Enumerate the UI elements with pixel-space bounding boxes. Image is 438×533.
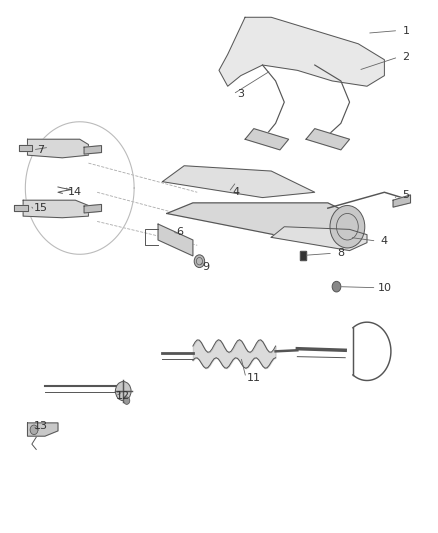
Polygon shape <box>84 146 102 154</box>
Text: 9: 9 <box>202 262 209 271</box>
Polygon shape <box>162 166 315 198</box>
Text: 2: 2 <box>403 52 410 62</box>
Circle shape <box>30 425 38 434</box>
Text: 1: 1 <box>403 26 410 36</box>
Polygon shape <box>219 17 385 86</box>
Text: 14: 14 <box>68 187 82 197</box>
Text: 7: 7 <box>37 145 44 155</box>
Text: 12: 12 <box>116 391 131 401</box>
Text: 11: 11 <box>247 373 261 383</box>
Circle shape <box>330 206 365 248</box>
Polygon shape <box>19 144 32 151</box>
Circle shape <box>194 255 205 268</box>
Circle shape <box>116 382 131 401</box>
Text: 10: 10 <box>378 282 392 293</box>
Polygon shape <box>84 205 102 213</box>
Circle shape <box>124 397 130 405</box>
Text: 5: 5 <box>403 190 410 200</box>
Polygon shape <box>167 203 350 245</box>
Text: 8: 8 <box>337 248 344 259</box>
Text: 4: 4 <box>233 187 240 197</box>
Polygon shape <box>28 423 58 436</box>
Polygon shape <box>393 195 410 207</box>
Polygon shape <box>300 251 306 260</box>
Polygon shape <box>271 227 367 251</box>
Circle shape <box>332 281 341 292</box>
Text: 3: 3 <box>237 89 244 99</box>
Polygon shape <box>306 128 350 150</box>
Text: 4: 4 <box>381 236 388 246</box>
Polygon shape <box>28 139 88 158</box>
Polygon shape <box>23 200 88 217</box>
Text: 6: 6 <box>177 227 184 237</box>
Text: 13: 13 <box>34 421 48 431</box>
Polygon shape <box>158 224 193 256</box>
Text: 15: 15 <box>34 203 48 213</box>
Polygon shape <box>14 205 28 211</box>
Polygon shape <box>245 128 289 150</box>
